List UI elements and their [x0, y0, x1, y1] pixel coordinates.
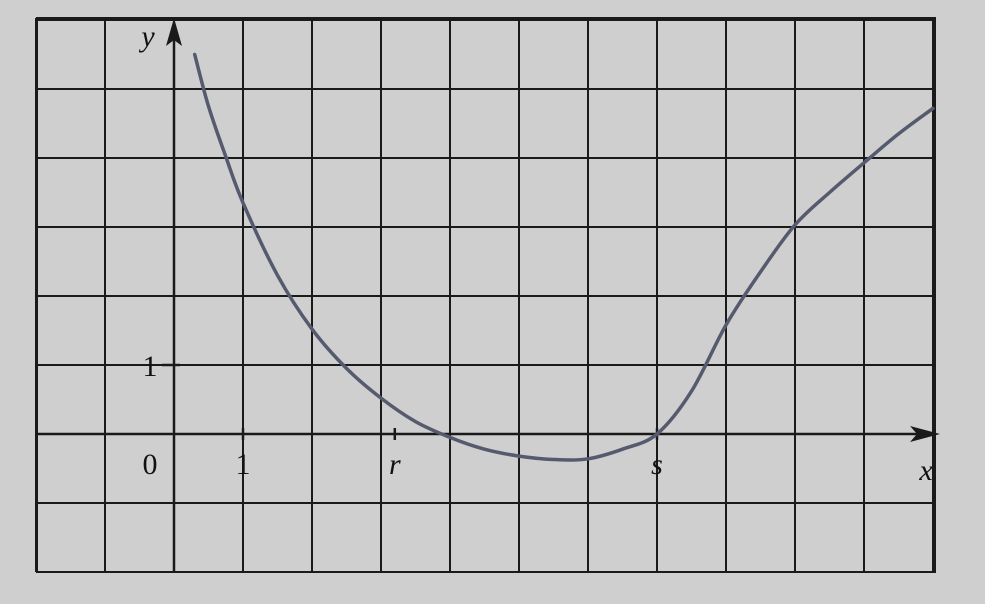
grid-border: [36, 17, 936, 573]
series-line: [192, 52, 935, 462]
axis-labels: y x 0 1 r s 1: [138, 20, 933, 487]
x-tick-label: r: [389, 448, 401, 481]
y-axis-arrow: [166, 18, 182, 46]
x-axis-label: x: [918, 454, 933, 487]
function-curve: [192, 52, 935, 462]
y-tick-label: 1: [143, 350, 158, 383]
x-axis-arrow: [910, 426, 940, 442]
x-tick-label: 1: [236, 448, 251, 481]
x-tick-label: s: [651, 448, 663, 481]
y-axis-label: y: [138, 20, 155, 53]
origin-label: 0: [143, 448, 158, 481]
grid-lines: [35, 17, 936, 573]
